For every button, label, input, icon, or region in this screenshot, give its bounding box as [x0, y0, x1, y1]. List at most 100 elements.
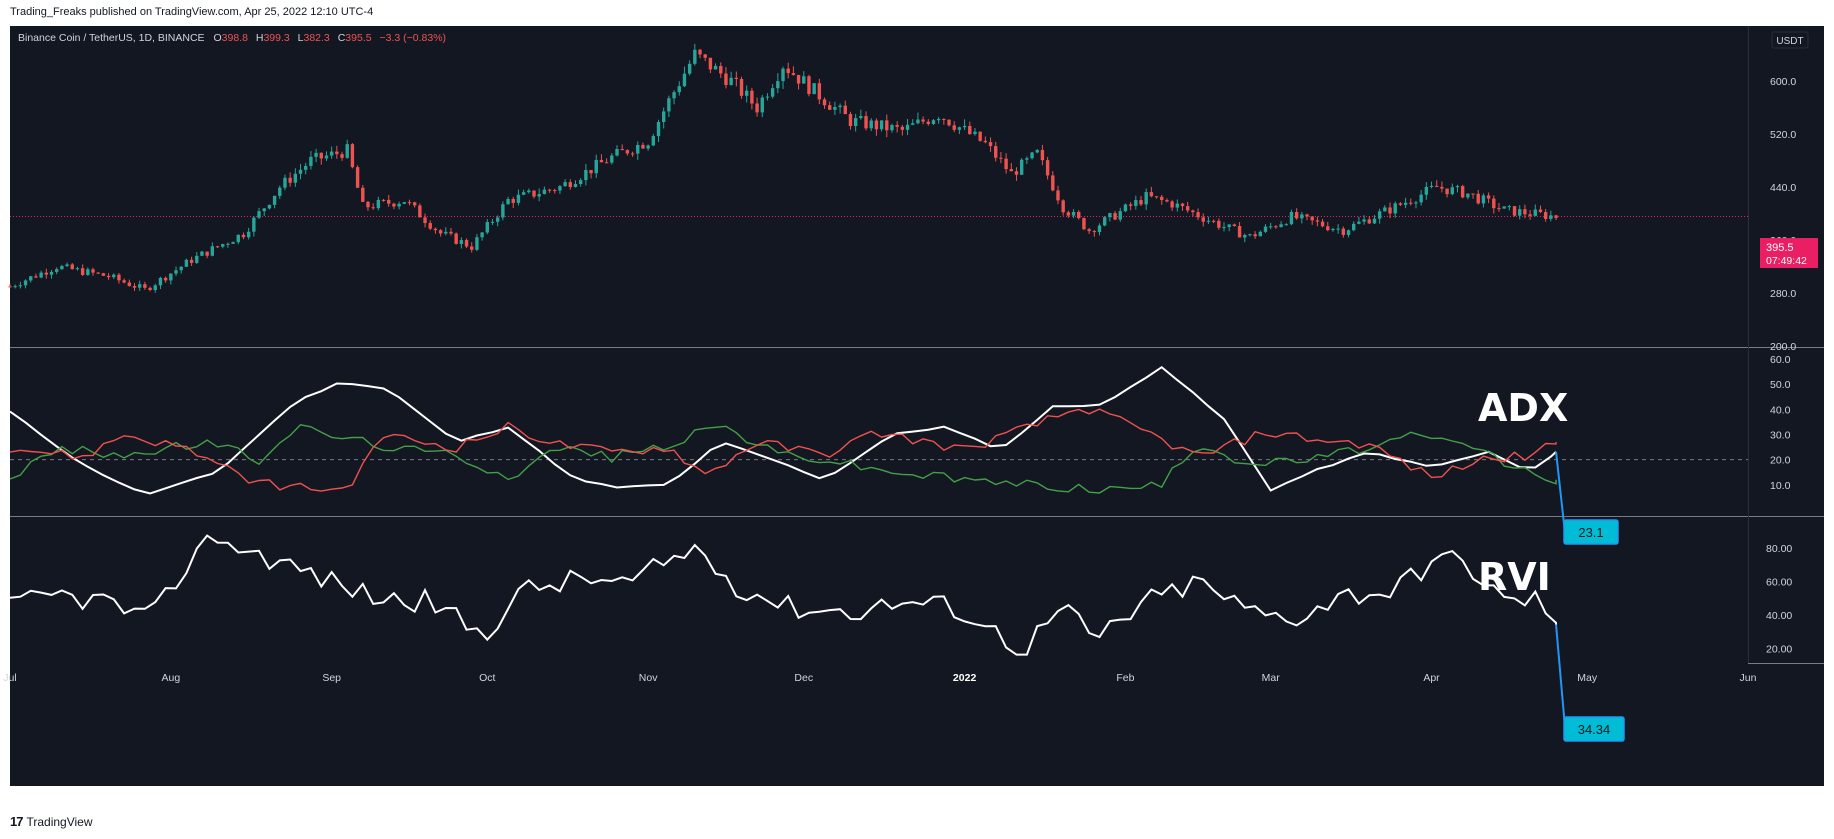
candle-body [1507, 206, 1512, 208]
candle-body [163, 277, 168, 281]
candle-body [423, 217, 427, 224]
time-axis-label: May [1577, 672, 1598, 684]
time-axis-label: 2022 [953, 672, 977, 684]
candle [1543, 208, 1548, 222]
candle [911, 119, 915, 126]
candle [968, 121, 972, 135]
candle-body [1082, 218, 1086, 230]
currency-badge[interactable] [1771, 31, 1809, 49]
candle [1466, 193, 1470, 200]
candle-body [739, 78, 744, 96]
adx-series-adx [9, 365, 1557, 495]
candle-body [532, 190, 536, 197]
candle-body [272, 195, 277, 205]
candle-body [994, 146, 998, 158]
candle [1435, 180, 1439, 187]
candle-body [44, 272, 49, 275]
candle [60, 264, 64, 270]
candle-body [1538, 209, 1543, 213]
candle [610, 153, 614, 165]
candle [1440, 181, 1444, 193]
candle [39, 270, 43, 279]
candle-body [895, 125, 899, 127]
candle-body [1154, 196, 1159, 198]
candle-body [122, 280, 126, 283]
candle-body [1383, 207, 1387, 212]
candle-body [833, 107, 837, 110]
candle-body [1300, 214, 1304, 219]
candle [70, 263, 74, 270]
candle-body [1268, 226, 1273, 228]
candle [288, 172, 292, 187]
candle [184, 258, 189, 267]
candle [869, 118, 873, 132]
candle [1165, 198, 1169, 203]
candle [599, 154, 604, 163]
candle [226, 242, 230, 248]
candle-body [1492, 198, 1496, 209]
candle-body [1056, 190, 1060, 201]
candle-body [1144, 192, 1148, 205]
candle-body [1450, 187, 1454, 195]
candle [682, 66, 687, 88]
candle-body [667, 98, 671, 112]
chart-area[interactable]: 600.0520.0440.0360.0280.0200.060.050.040… [0, 26, 1834, 812]
candle [148, 286, 152, 292]
candle [573, 180, 578, 188]
candle [1455, 184, 1460, 193]
candle-body [1424, 186, 1429, 195]
candle-body [1471, 193, 1475, 195]
candle-body [573, 184, 578, 187]
candle [547, 188, 552, 193]
candle-body [195, 255, 199, 263]
candle [729, 71, 733, 86]
candle [527, 188, 531, 194]
candle [1253, 231, 1257, 239]
candle-body [1455, 186, 1460, 188]
candle-body [853, 118, 858, 127]
candle [656, 119, 661, 142]
adx-value-text: 23.1 [1578, 525, 1603, 540]
candle-body [231, 242, 235, 244]
candle-body [760, 97, 764, 113]
candle [1128, 202, 1133, 211]
candle-body [340, 154, 344, 158]
candle [1393, 201, 1397, 218]
candle-body [1549, 215, 1553, 219]
candle-body [724, 73, 728, 85]
adx-tick-label: 30.0 [1770, 430, 1791, 442]
candle [179, 266, 183, 274]
candle [490, 218, 495, 226]
candle [646, 144, 650, 151]
candle-body [106, 275, 111, 278]
candle [1139, 195, 1143, 206]
candle [973, 128, 977, 136]
adx-series-dmi_minus [9, 408, 1557, 492]
candle [983, 136, 988, 144]
candle-body [1460, 186, 1465, 198]
candle-body [1035, 149, 1039, 153]
candle-body [864, 116, 868, 129]
candle-body [169, 273, 173, 281]
candle-body [859, 116, 863, 119]
candle-body [916, 119, 920, 124]
candle-body [750, 90, 754, 104]
candle [537, 188, 541, 202]
candle-body [848, 114, 853, 127]
candle [765, 93, 770, 101]
candle-body [1102, 217, 1107, 226]
candle [1258, 230, 1263, 237]
candle [1217, 218, 1221, 230]
candle [828, 101, 832, 111]
candle-body [537, 194, 541, 197]
candle-body [1403, 202, 1408, 205]
candle [604, 158, 609, 164]
candle [117, 272, 121, 284]
candle-body [942, 118, 946, 120]
candle-body [412, 202, 417, 206]
candle-body [1030, 152, 1034, 159]
candle [516, 189, 521, 206]
candle-body [729, 77, 733, 85]
candle-body [459, 240, 464, 244]
candle-body [366, 201, 370, 208]
